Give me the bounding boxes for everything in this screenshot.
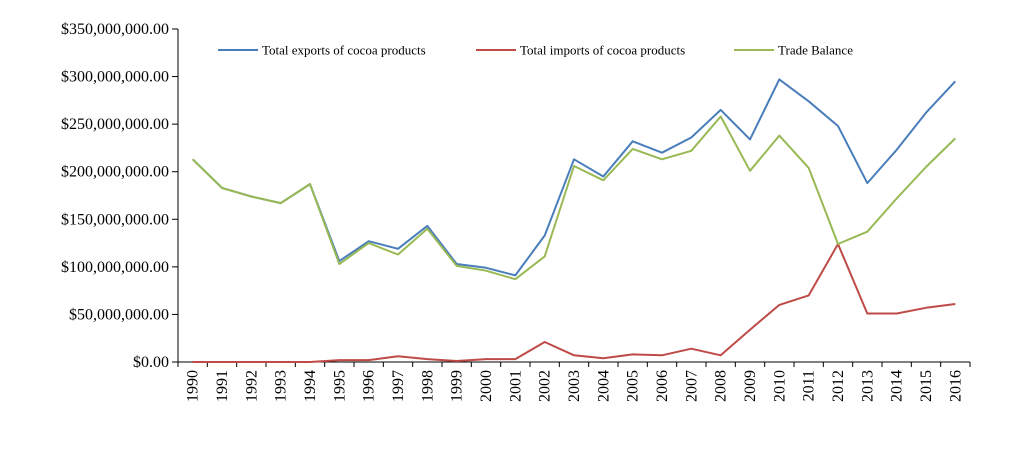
- x-tick-label: 2003: [566, 370, 583, 402]
- x-tick-label: 2007: [683, 370, 700, 402]
- y-tick-label: $50,000,000.00: [69, 306, 169, 323]
- series-line-trade-balance: [192, 115, 956, 281]
- x-tick-label: 2016: [947, 370, 964, 402]
- x-tick-label: 2004: [595, 370, 612, 402]
- plot-area: [192, 78, 957, 363]
- y-tick-label: $250,000,000.00: [61, 116, 169, 133]
- x-tick-label: 1999: [449, 370, 466, 402]
- y-axis: $0.00 $50,000,000.00 $100,000,000.00 $150,0…: [61, 21, 179, 371]
- x-tick-label: 1990: [185, 370, 202, 402]
- x-tick-label: 2008: [713, 370, 730, 402]
- x-tick-label: 2005: [625, 370, 642, 402]
- y-tick-label: $100,000,000.00: [61, 259, 169, 276]
- x-tick-label: 1997: [390, 370, 407, 402]
- y-tick-label: $300,000,000.00: [61, 69, 169, 86]
- y-tick-label: $0.00: [133, 354, 169, 371]
- series-line-total-exports-of-cocoa-products: [192, 78, 957, 277]
- x-tick-label: 2012: [830, 370, 847, 402]
- legend: Total exports of cocoa products Total imp…: [218, 43, 853, 58]
- y-tick-label: $150,000,000.00: [61, 211, 169, 228]
- x-tick-label: 1992: [243, 370, 260, 402]
- x-tick-label: 1993: [273, 370, 290, 402]
- legend-label-trade-balance: Trade Balance: [778, 43, 853, 58]
- x-tick-label: 1995: [331, 370, 348, 402]
- x-tick-label: 2001: [507, 370, 524, 402]
- x-tick-label: 2010: [771, 370, 788, 402]
- x-tick-label: 2006: [654, 370, 671, 402]
- x-tick-label: 1991: [214, 370, 231, 402]
- x-tick-label: 2014: [889, 370, 906, 402]
- x-tick-label: 2009: [742, 370, 759, 402]
- x-tick-label: 2013: [859, 370, 876, 402]
- x-tick-label: 2015: [918, 370, 935, 402]
- x-axis: 1990 1991 1992 1993 1994 1995 1996 1997 1998 1999…: [177, 361, 971, 402]
- y-tick-label: $200,000,000.00: [61, 164, 169, 181]
- legend-label-total-imports-of-cocoa-products: Total imports of cocoa products: [520, 43, 685, 58]
- x-tick-label: 1996: [361, 370, 378, 402]
- x-tick-label: 2000: [478, 370, 495, 402]
- series-line-total-imports-of-cocoa-products: [192, 243, 956, 363]
- x-tick-label: 2002: [537, 370, 554, 402]
- x-tick-label: 1994: [302, 370, 319, 402]
- x-tick-label: 1998: [419, 370, 436, 402]
- legend-label-total-exports-of-cocoa-products: Total exports of cocoa products: [262, 43, 426, 58]
- x-tick-label: 2011: [801, 370, 818, 401]
- y-tick-label: $350,000,000.00: [61, 21, 169, 38]
